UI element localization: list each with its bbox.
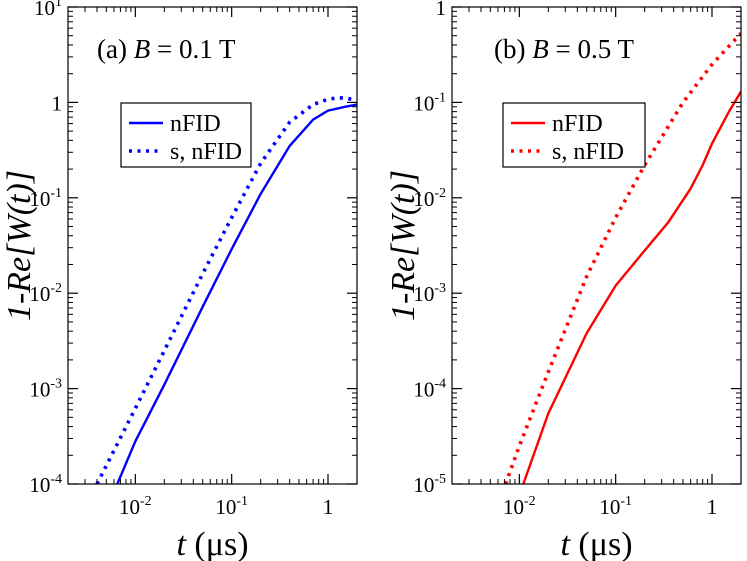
y-axis-variable: W(t) bbox=[1, 183, 38, 243]
y-tick-label: 10-1 bbox=[29, 186, 62, 211]
panel-letter: (a) bbox=[97, 34, 134, 64]
y-tick-label: 10-4 bbox=[29, 472, 62, 497]
chart-panel-b: 10-2 10-1 110-510-410-310-210-11t (μs)1-Re… bbox=[385, 0, 742, 561]
y-tick-label: 1 bbox=[436, 0, 447, 20]
y-tick-label: 1 bbox=[52, 91, 63, 115]
y-tick-exponent: -3 bbox=[434, 281, 446, 296]
x-tick-exponent: -1 bbox=[620, 494, 632, 509]
panel-value: = 0.5 T bbox=[549, 34, 635, 64]
series-line-nfid bbox=[116, 103, 357, 484]
y-axis-prefix: 1-Re[ bbox=[1, 242, 38, 321]
x-tick-label: 10-2 bbox=[119, 494, 152, 519]
y-axis-label: 1-Re[W(t)] bbox=[1, 170, 38, 321]
y-tick-base: 1 bbox=[52, 91, 63, 115]
legend-box bbox=[502, 102, 646, 168]
legend-label-s-nfid: s, nFID bbox=[552, 139, 624, 165]
y-tick-exponent: -2 bbox=[434, 186, 446, 201]
y-tick-base: 10 bbox=[29, 282, 50, 306]
legend-label-nfid: nFID bbox=[552, 111, 603, 137]
x-tick-base: 1 bbox=[323, 495, 334, 519]
x-axis-variable: t bbox=[560, 526, 571, 561]
y-axis-suffix: ] bbox=[1, 170, 38, 184]
series-line-s-nfid bbox=[95, 95, 357, 484]
y-tick-base: 10 bbox=[413, 187, 434, 211]
panel-label: (a) B = 0.1 T bbox=[97, 34, 236, 64]
x-tick-label: 1 bbox=[707, 495, 718, 519]
x-tick-base: 1 bbox=[707, 495, 718, 519]
y-tick-exponent: -1 bbox=[50, 186, 62, 201]
y-tick-label: 10-1 bbox=[413, 90, 446, 115]
y-tick-label: 10-4 bbox=[413, 377, 446, 402]
y-tick-exponent: -5 bbox=[434, 472, 446, 487]
legend-box bbox=[120, 102, 252, 168]
series-line-nfid bbox=[522, 90, 741, 484]
y-tick-exponent: 1 bbox=[55, 0, 62, 10]
panel-variable: B bbox=[532, 34, 549, 64]
panel-letter: (b) bbox=[494, 34, 532, 64]
y-tick-base: 10 bbox=[413, 378, 434, 402]
x-axis-unit: (μs) bbox=[570, 526, 633, 561]
legend-label-s-nfid: s, nFID bbox=[170, 139, 242, 165]
y-tick-base: 10 bbox=[413, 282, 434, 306]
x-tick-base: 10 bbox=[215, 495, 236, 519]
x-tick-exponent: -2 bbox=[140, 494, 152, 509]
x-axis-variable: t bbox=[176, 526, 187, 561]
x-tick-base: 10 bbox=[503, 495, 524, 519]
x-axis-label: t (μs) bbox=[560, 526, 632, 561]
y-tick-label: 10-3 bbox=[413, 281, 446, 306]
y-tick-base: 1 bbox=[436, 0, 447, 20]
panel-variable: B bbox=[134, 34, 151, 64]
x-tick-label: 10-2 bbox=[503, 494, 536, 519]
x-tick-label: 10-1 bbox=[599, 494, 632, 519]
y-axis-prefix: 1-Re[ bbox=[385, 242, 422, 321]
y-tick-label: 10-5 bbox=[413, 472, 446, 497]
y-tick-exponent: -3 bbox=[50, 377, 62, 392]
y-tick-label: 10-2 bbox=[413, 186, 446, 211]
x-tick-exponent: -1 bbox=[236, 494, 248, 509]
legend-label-nfid: nFID bbox=[170, 111, 221, 137]
y-tick-base: 10 bbox=[29, 187, 50, 211]
x-tick-base: 10 bbox=[119, 495, 140, 519]
panel-label: (b) B = 0.5 T bbox=[494, 34, 634, 64]
y-tick-label: 10-3 bbox=[29, 377, 62, 402]
y-tick-exponent: -2 bbox=[50, 281, 62, 296]
y-tick-base: 10 bbox=[34, 0, 55, 20]
y-tick-base: 10 bbox=[29, 473, 50, 497]
y-tick-exponent: -4 bbox=[50, 472, 62, 487]
plot-frame bbox=[67, 6, 358, 485]
y-axis-label: 1-Re[W(t)] bbox=[385, 170, 422, 321]
y-tick-exponent: -4 bbox=[434, 377, 446, 392]
y-tick-base: 10 bbox=[413, 91, 434, 115]
y-tick-label: 101 bbox=[34, 0, 62, 20]
x-tick-base: 10 bbox=[599, 495, 620, 519]
y-axis-variable: W(t) bbox=[385, 183, 422, 243]
y-tick-exponent: -1 bbox=[434, 90, 446, 105]
x-tick-label: 10-1 bbox=[215, 494, 248, 519]
x-tick-exponent: -2 bbox=[524, 494, 536, 509]
plot-frame bbox=[451, 6, 742, 485]
x-tick-label: 1 bbox=[323, 495, 334, 519]
x-axis-unit: (μs) bbox=[186, 526, 249, 561]
y-tick-base: 10 bbox=[413, 473, 434, 497]
panel-value: = 0.1 T bbox=[150, 34, 236, 64]
y-tick-label: 10-2 bbox=[29, 281, 62, 306]
y-axis-suffix: ] bbox=[385, 170, 422, 184]
y-tick-base: 10 bbox=[29, 378, 50, 402]
x-axis-label: t (μs) bbox=[176, 526, 248, 561]
